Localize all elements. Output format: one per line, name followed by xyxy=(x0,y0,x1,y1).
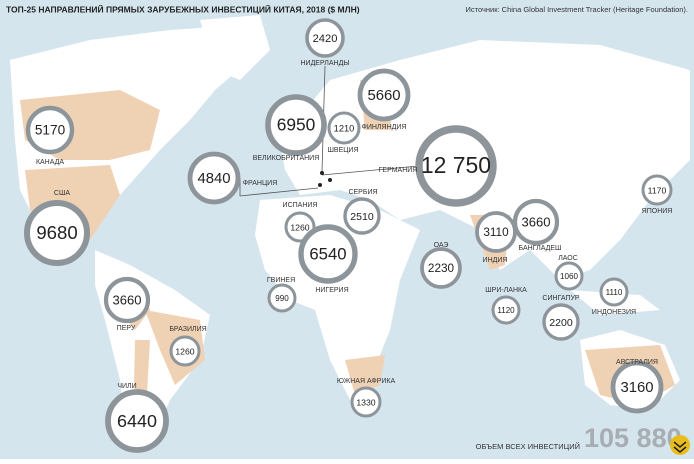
bubble-value: 1110 xyxy=(606,288,623,297)
bubble-value: 2230 xyxy=(428,262,455,275)
total-value: 105 880 xyxy=(584,423,682,453)
bubble xyxy=(265,94,327,156)
bubble-value: 9680 xyxy=(36,222,77,243)
bubble-value: 6950 xyxy=(277,115,316,135)
country-name: ШВЕЦИЯ xyxy=(327,147,358,154)
bubble-value: 3160 xyxy=(620,380,653,396)
bubble-value: 3660 xyxy=(522,214,551,229)
bubble xyxy=(305,18,345,58)
country-name: ЯПОНИЯ xyxy=(642,208,673,215)
country-name: ФИНЛЯНДИЯ xyxy=(362,124,407,131)
country-name: ЛАОС xyxy=(558,255,578,262)
country-name: НИГЕРИЯ xyxy=(315,287,348,294)
bubble-value: 990 xyxy=(275,294,289,303)
bubble xyxy=(343,197,381,235)
country-name: СЕРБИЯ xyxy=(348,189,377,196)
point xyxy=(320,171,324,175)
country-name: БРАЗИЛИЯ xyxy=(169,326,206,333)
bubble-value: 3660 xyxy=(113,292,142,307)
source: Источник: China Global Investment Tracke… xyxy=(465,5,688,14)
point xyxy=(328,178,332,182)
bubble-value: 1060 xyxy=(560,272,578,281)
total-label: ОБЪЕМ ВСЕХ ИНВЕСТИЦИЙ xyxy=(476,442,580,451)
bubble-value: 6440 xyxy=(117,411,157,431)
country-name: ОАЭ xyxy=(434,242,449,249)
country-name: ПЕРУ xyxy=(117,325,136,332)
bubble-value: 4840 xyxy=(197,171,230,187)
bubble xyxy=(599,277,629,307)
logo xyxy=(670,435,690,455)
bubble xyxy=(475,211,517,253)
country-name: ФРАНЦИЯ xyxy=(243,180,278,187)
bubble-value: 12 750 xyxy=(421,152,491,178)
bubbles: 5170 КАНАДА 9680 США 2420 НИДЕРЛАНДЫ 6950 ВЕЛИК… xyxy=(24,18,673,453)
country-name: ЮЖНАЯ АФРИКА xyxy=(337,378,396,385)
bubble-value: 2510 xyxy=(350,211,374,223)
bubble xyxy=(554,261,584,291)
bubble-value: 1260 xyxy=(175,346,194,356)
country-name: БАНГЛАДЕШ xyxy=(519,245,562,252)
bubble xyxy=(512,198,560,246)
bubble xyxy=(267,283,297,313)
country-name: ВЕЛИКОБРИТАНИЯ xyxy=(253,155,320,162)
country-name: ИНДИЯ xyxy=(483,257,508,264)
country-name: АВСТРАЛИЯ xyxy=(616,359,658,366)
country-name: НИДЕРЛАНДЫ xyxy=(300,60,349,67)
bubble-value: 1170 xyxy=(648,185,667,195)
bubble xyxy=(24,200,90,266)
country-name: ГЕРМАНИЯ xyxy=(379,167,418,174)
bubble xyxy=(187,151,241,205)
country-name: СИНГАПУР xyxy=(542,295,580,302)
point xyxy=(318,183,322,187)
country-name: ИНДОНЕЗИЯ xyxy=(592,309,636,316)
bubble xyxy=(25,105,75,155)
country-name: ГВИНЕЯ xyxy=(267,277,295,284)
bubble-value: 2200 xyxy=(549,317,573,329)
bubble xyxy=(542,303,580,341)
bubble-value: 2420 xyxy=(313,33,338,45)
bubble-value: 1260 xyxy=(290,222,309,232)
country-name: КАНАДА xyxy=(36,159,64,166)
bubble-value: 1330 xyxy=(356,397,375,407)
bubble-value: 6540 xyxy=(309,244,346,263)
bubble xyxy=(415,125,497,207)
bubble xyxy=(350,386,382,418)
bubble xyxy=(420,247,462,289)
title: ТОП-25 НАПРАВЛЕНИЙ ПРЯМЫХ ЗАРУБЕЖНЫХ ИНВ… xyxy=(6,3,360,14)
bubble xyxy=(327,111,361,145)
country-name: ИСПАНИЯ xyxy=(283,202,318,209)
bubble-value: 5170 xyxy=(35,123,66,138)
bubble xyxy=(105,389,169,453)
bubble xyxy=(610,360,664,414)
country-name: ШРИ-ЛАНКА xyxy=(485,287,527,294)
country-name: ЧИЛИ xyxy=(117,383,136,390)
country-name: США xyxy=(54,190,70,197)
bubble xyxy=(103,276,151,324)
bubble-value: 5660 xyxy=(367,88,400,104)
bubble-value: 1210 xyxy=(334,123,355,133)
bubble xyxy=(357,68,411,122)
bubble xyxy=(641,174,673,206)
bubble-value: 1120 xyxy=(497,306,515,315)
bubble xyxy=(298,224,358,284)
bubble xyxy=(491,295,521,325)
bubble-value: 3110 xyxy=(483,226,509,239)
bubble xyxy=(169,335,201,367)
